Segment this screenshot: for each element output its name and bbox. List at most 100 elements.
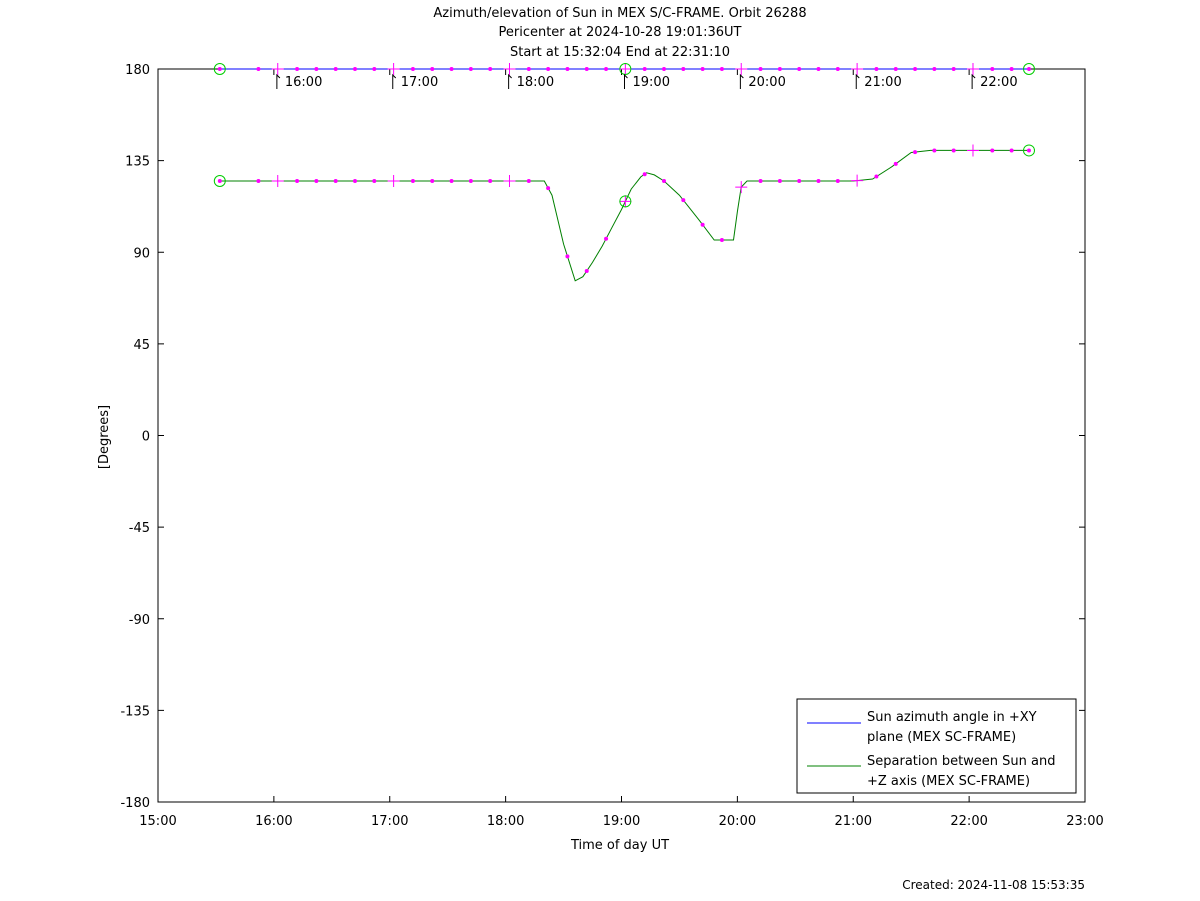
azimuth-point (990, 67, 995, 71)
separation-point (990, 148, 995, 153)
separation-point (410, 178, 415, 183)
azimuth-point (700, 67, 705, 71)
azimuth-point (256, 67, 261, 71)
azimuth-point (913, 67, 918, 71)
x-tick-label: 23:00 (1066, 814, 1103, 829)
y-axis: 180 135 90 45 0 -45 -90 -135 -180 (120, 63, 1085, 811)
separation-point (835, 178, 840, 183)
y-tick-label: 135 (125, 155, 150, 170)
x-tick-label: 17:00 (371, 814, 408, 829)
separation-point (758, 178, 763, 183)
y-tick-label: 45 (133, 338, 150, 353)
separation-point (777, 178, 782, 183)
x-axis-label: Time of day UT (570, 838, 669, 853)
separation-line (219, 149, 1029, 282)
separation-key-circle (619, 195, 632, 208)
separation-point (797, 178, 802, 183)
x-axis: 15:00 16:00 17:00 18:00 19:00 20:00 21:00 22:00… (139, 69, 1104, 829)
x-tick-label: 22:00 (950, 814, 987, 829)
azimuth-hour-plus (966, 63, 979, 75)
azimuth-point (314, 67, 319, 71)
azimuth-point (333, 67, 338, 71)
azimuth-hour-plus (387, 63, 400, 75)
hour-marker-arrow (855, 73, 860, 89)
separation-hour-plus (503, 174, 516, 187)
separation-point (932, 148, 937, 153)
separation-point (295, 178, 300, 183)
separation-key-circle (213, 174, 226, 187)
created-timestamp: Created: 2024-11-08 15:53:35 (902, 878, 1085, 892)
separation-hour-plus (271, 174, 284, 187)
azimuth-point (565, 67, 570, 71)
y-tick-label: -90 (129, 613, 150, 628)
y-tick-label: 90 (133, 246, 150, 261)
separation-point (700, 222, 705, 227)
separation-point (661, 178, 666, 183)
x-tick-label: 19:00 (603, 814, 640, 829)
separation-point (449, 178, 454, 183)
chart-title-line-2: Pericenter at 2024-10-28 19:01:36UT (498, 25, 741, 40)
separation-point (893, 161, 898, 166)
azimuth-point (217, 67, 222, 71)
y-tick-label: -180 (120, 796, 150, 811)
separation-point (372, 178, 377, 183)
azimuth-point (430, 67, 435, 71)
azimuth-point (777, 67, 782, 71)
azimuth-hour-plus (619, 63, 632, 75)
azimuth-point (449, 67, 454, 71)
azimuth-point (546, 67, 551, 71)
hour-marker-label: 18:00 (517, 75, 554, 90)
hour-marker-label: 19:00 (633, 75, 670, 90)
separation-point (816, 178, 821, 183)
hour-markers: 16:00 17:00 18:00 19:00 20:00 21:00 22:00 (276, 73, 1018, 90)
separation-point (488, 178, 493, 183)
hour-marker-label: 21:00 (864, 75, 901, 90)
separation-point (546, 186, 551, 191)
y-axis-label: [Degrees] (97, 405, 112, 469)
azimuth-key-circle (619, 63, 632, 75)
plot-frame (157, 68, 1086, 803)
legend-box (796, 698, 1077, 794)
separation-point (468, 178, 473, 183)
azimuth-point (488, 67, 493, 71)
hour-marker-arrow (739, 73, 744, 89)
separation-point (604, 236, 609, 241)
azimuth-hour-plus (503, 63, 516, 75)
azimuth-point (295, 67, 300, 71)
azimuth-point (719, 67, 724, 71)
hour-marker-arrow (624, 73, 628, 89)
separation-point (913, 150, 918, 155)
azimuth-point (604, 67, 609, 71)
azimuth-point (893, 67, 898, 71)
series-markers (213, 63, 1035, 273)
separation-point (430, 178, 435, 183)
y-tick-label: -45 (129, 521, 150, 536)
azimuth-point (1026, 67, 1031, 71)
separation-point (681, 198, 686, 203)
x-tick-label: 15:00 (139, 814, 176, 829)
azimuth-point (352, 67, 357, 71)
x-tick-label: 20:00 (719, 814, 756, 829)
azimuth-point (951, 67, 956, 71)
separation-hour-plus (619, 195, 632, 208)
azimuth-point (468, 67, 473, 71)
separation-point (1026, 148, 1031, 153)
hour-marker-arrow (392, 73, 397, 89)
azimuth-hour-plus (271, 63, 284, 75)
hour-marker-arrow (508, 73, 512, 89)
separation-point (1009, 148, 1014, 153)
hour-marker-arrow (971, 73, 976, 89)
chart-title-line-1: Azimuth/elevation of Sun in MEX S/C-FRAM… (433, 6, 806, 21)
azimuth-point (642, 67, 647, 71)
separation-point (874, 174, 879, 179)
x-tick-label: 18:00 (487, 814, 524, 829)
azimuth-point (932, 67, 937, 71)
separation-point (951, 148, 956, 153)
chart-title-line-3: Start at 15:32:04 End at 22:31:10 (510, 45, 730, 60)
separation-hour-plus (735, 181, 748, 194)
legend-label-azimuth-line-1: Sun azimuth angle in +XY (867, 710, 1037, 725)
separation-point (584, 268, 589, 273)
azimuth-point (372, 67, 377, 71)
separation-point (256, 178, 261, 183)
azimuth-point (758, 67, 763, 71)
